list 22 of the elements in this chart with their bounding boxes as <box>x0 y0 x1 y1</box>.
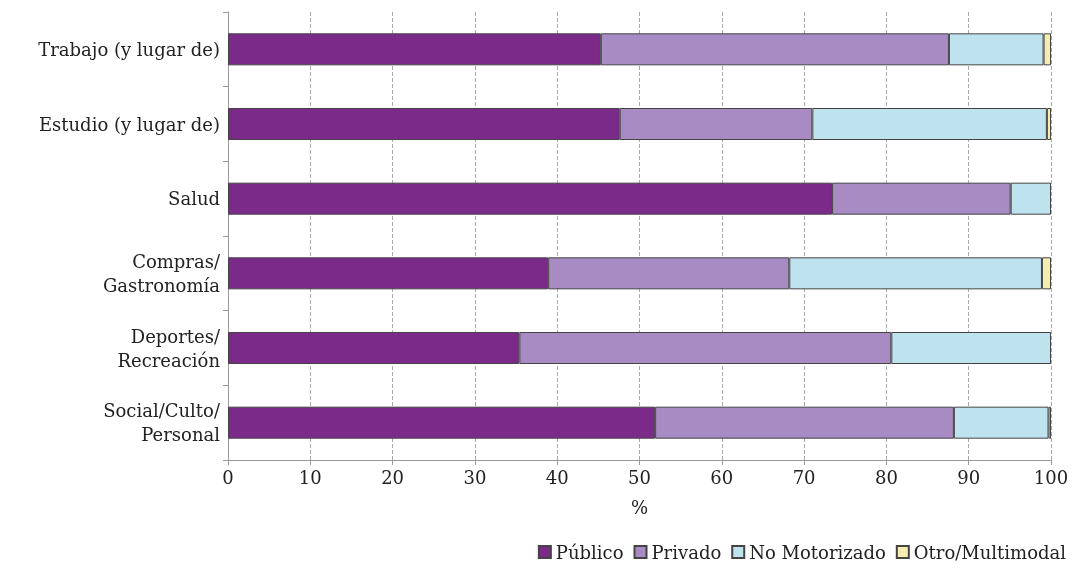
y-tick-label: Estudio (y lugar de) <box>38 113 220 135</box>
legend-label: Privado <box>651 541 722 563</box>
y-tick-label: Compras/ Gastronomía <box>102 250 221 296</box>
y-tick-label: Social/Culto/ Personal <box>103 400 221 446</box>
x-tick-label: 30 <box>463 466 487 488</box>
x-axis-title: % <box>630 496 649 518</box>
x-tick-label: 100 <box>1033 466 1069 488</box>
x-tick-label: 90 <box>957 466 981 488</box>
legend-label: No Motorizado <box>749 541 886 563</box>
y-tick-label: Deportes/ Recreación <box>117 325 221 371</box>
x-tick-label: 10 <box>298 466 322 488</box>
legend-label: Público <box>555 541 624 563</box>
x-tick-label: 0 <box>222 466 234 488</box>
x-tick-label: 60 <box>710 466 734 488</box>
x-tick-label: 40 <box>545 466 569 488</box>
y-tick-label: Trabajo (y lugar de) <box>38 38 220 60</box>
x-tick-label: 80 <box>874 466 898 488</box>
legend-label: Otro/Multimodal <box>913 541 1067 563</box>
x-tick-label: 70 <box>792 466 816 488</box>
x-tick-label: 50 <box>628 466 651 488</box>
y-tick-label: Salud <box>168 188 220 210</box>
x-tick-label: 20 <box>381 466 405 488</box>
